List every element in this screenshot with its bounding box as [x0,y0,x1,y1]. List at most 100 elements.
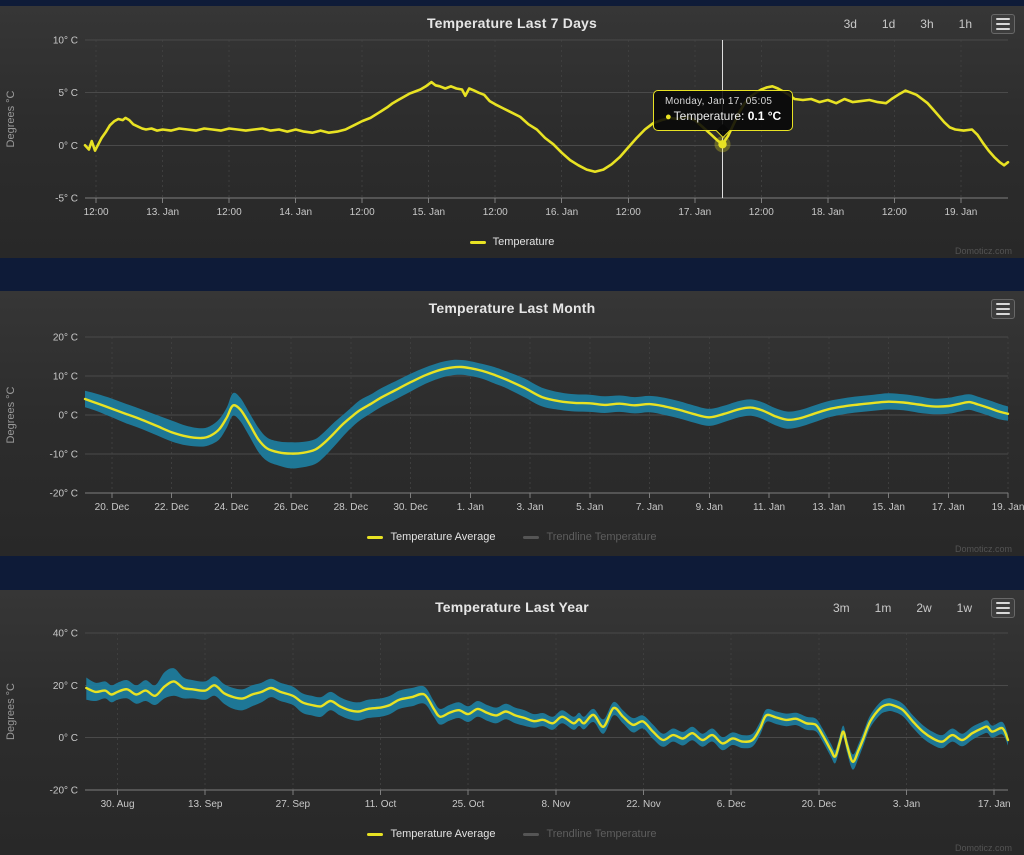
svg-text:17. Jan: 17. Jan [678,207,711,218]
legend-label: Trendline Temperature [546,828,657,840]
svg-text:20° C: 20° C [53,333,78,344]
svg-text:25. Oct: 25. Oct [452,799,484,810]
legend-label: Temperature [492,236,555,248]
svg-text:1. Jan: 1. Jan [457,502,484,513]
gridlines [85,39,1008,203]
svg-text:-5° C: -5° C [55,194,78,205]
svg-text:12:00: 12:00 [350,207,375,218]
svg-text:13. Jan: 13. Jan [812,502,845,513]
svg-text:18. Jan: 18. Jan [811,207,844,218]
legend-item-trendline-temperature[interactable]: Trendline Temperature [523,828,657,840]
range-button-3h[interactable]: 3h [920,17,934,31]
svg-text:15. Jan: 15. Jan [412,207,445,218]
svg-text:19. Jan: 19. Jan [944,207,977,218]
legend-item-temperature-average[interactable]: Temperature Average [367,531,495,543]
range-button-1h[interactable]: 1h [958,17,972,31]
axis-labels: 40° C 20° C 0° C -20° C 30. Aug 13. Sep 27. Se… [5,629,1011,811]
svg-text:12:00: 12:00 [616,207,641,218]
svg-text:16. Jan: 16. Jan [545,207,578,218]
range-button-3d[interactable]: 3d [843,17,857,31]
svg-text:17. Jan: 17. Jan [978,799,1011,810]
range-buttons: 3d 1d 3h 1h [844,17,972,31]
svg-text:9. Jan: 9. Jan [696,502,723,513]
context-menu-icon[interactable] [991,598,1015,618]
svg-text:5° C: 5° C [58,88,78,99]
svg-text:14. Jan: 14. Jan [279,207,312,218]
legend-item-trendline-temperature[interactable]: Trendline Temperature [523,531,657,543]
legend-label: Temperature Average [390,828,496,840]
axis-labels: 10° C 5° C 0° C -5° C 12:00 13. Jan 12:00 14. J… [5,36,977,219]
svg-text:-20° C: -20° C [50,489,78,500]
svg-text:12:00: 12:00 [483,207,508,218]
series-dot-icon: ● [665,111,672,123]
svg-text:10° C: 10° C [53,372,78,383]
svg-text:19. Jan: 19. Jan [992,502,1024,513]
legend-label: Temperature Average [390,531,496,543]
svg-text:13. Jan: 13. Jan [146,207,179,218]
svg-text:17. Jan: 17. Jan [932,502,965,513]
chart-title: Temperature Last 7 Days [426,15,598,31]
watermark: Domoticz.com [954,246,1012,256]
range-button-3m[interactable]: 3m [832,601,850,615]
svg-text:0° C: 0° C [58,411,78,422]
range-band [86,668,1009,770]
svg-text:11. Oct: 11. Oct [365,799,397,810]
watermark: Domoticz.com [954,544,1012,554]
svg-text:11. Jan: 11. Jan [753,502,785,513]
svg-text:20° C: 20° C [53,681,78,692]
legend-line-icon [523,832,540,836]
svg-text:30. Aug: 30. Aug [101,799,135,810]
chart-plot-month[interactable]: 20° C 10° C 0° C -10° C -20° C 20. Dec 22. Dec… [0,291,1024,556]
svg-text:30. Dec: 30. Dec [393,502,427,513]
chart-plot-week[interactable]: 10° C 5° C 0° C -5° C 12:00 13. Jan 12:00 14. J… [0,6,1024,258]
legend: Temperature Average Trendline Temperature [0,531,1024,543]
legend-line-icon [523,535,540,539]
svg-text:8. Nov: 8. Nov [541,799,570,810]
svg-text:12:00: 12:00 [84,207,109,218]
range-button-1m[interactable]: 1m [874,601,892,615]
svg-text:Degrees °C: Degrees °C [5,683,17,740]
chart-plot-year[interactable]: 40° C 20° C 0° C -20° C 30. Aug 13. Sep 27. Se… [0,590,1024,855]
temperature-line [83,365,1010,455]
axis-labels: 20° C 10° C 0° C -10° C -20° C 20. Dec 22. Dec… [5,333,1024,514]
svg-text:28. Dec: 28. Dec [334,502,368,513]
svg-text:10° C: 10° C [53,36,78,47]
svg-text:22. Nov: 22. Nov [626,799,660,810]
temperature-line [85,680,1010,763]
context-menu-icon[interactable] [991,14,1015,34]
svg-text:12:00: 12:00 [882,207,907,218]
marker-point [718,140,727,149]
tooltip-timestamp: Monday, Jan 17, 05:05 [665,96,773,107]
legend-item-temperature-average[interactable]: Temperature Average [367,828,495,840]
legend-item-temperature[interactable]: Temperature [469,236,555,248]
svg-text:15. Jan: 15. Jan [872,502,905,513]
chart-panel-last-7-days: Temperature Last 7 Days 3d 1d 3h 1h 10° C 5°… [0,6,1024,258]
svg-text:20. Dec: 20. Dec [95,502,129,513]
context-menu-icon[interactable] [991,299,1015,319]
svg-text:3. Jan: 3. Jan [516,502,543,513]
svg-text:-20° C: -20° C [50,786,78,797]
gridlines [85,632,1008,795]
chart-title: Temperature Last Month [428,300,596,316]
tooltip-value: 0.1 °C [747,109,782,123]
watermark: Domoticz.com [954,843,1012,853]
svg-text:22. Dec: 22. Dec [154,502,188,513]
legend-label: Trendline Temperature [546,531,657,543]
svg-text:20. Dec: 20. Dec [802,799,836,810]
svg-text:-10° C: -10° C [50,450,78,461]
legend-line-icon [469,240,486,244]
legend: Temperature Average Trendline Temperature [0,828,1024,840]
range-button-1w[interactable]: 1w [956,601,972,615]
range-button-1d[interactable]: 1d [881,17,896,31]
chart-panel-last-year: Temperature Last Year 3m 1m 2w 1w 40° C 20° … [0,590,1024,855]
range-buttons: 3m 1m 2w 1w [833,601,972,615]
range-button-2w[interactable]: 2w [916,601,932,615]
svg-text:6. Dec: 6. Dec [717,799,746,810]
chart-title: Temperature Last Year [435,599,589,615]
svg-text:0° C: 0° C [58,733,78,744]
tooltip-series-label: Temperature: [673,109,745,123]
svg-text:24. Dec: 24. Dec [214,502,248,513]
svg-text:27. Sep: 27. Sep [276,799,311,810]
svg-text:40° C: 40° C [53,629,78,640]
svg-text:12:00: 12:00 [217,207,242,218]
